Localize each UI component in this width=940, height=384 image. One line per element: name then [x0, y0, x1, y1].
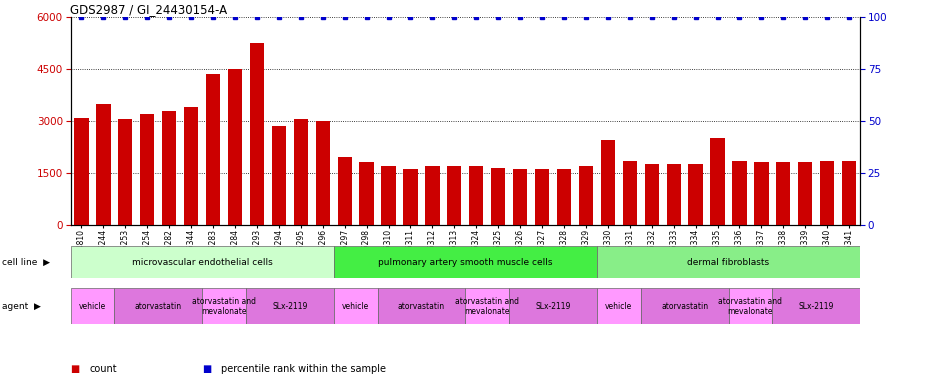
Text: atorvastatin and
mevalonate: atorvastatin and mevalonate [192, 296, 256, 316]
Bar [798, 162, 812, 225]
Bar [118, 119, 133, 225]
Text: atorvastatin and
mevalonate: atorvastatin and mevalonate [718, 296, 782, 316]
Bar [773, 288, 860, 324]
Bar [579, 166, 593, 225]
Bar [334, 288, 378, 324]
Bar [754, 162, 769, 225]
Text: agent  ▶: agent ▶ [2, 302, 40, 311]
Bar [728, 288, 773, 324]
Bar [227, 69, 243, 225]
Bar [140, 114, 154, 225]
Bar [382, 166, 396, 225]
Text: percentile rank within the sample: percentile rank within the sample [221, 364, 386, 374]
Text: vehicle: vehicle [605, 302, 633, 311]
Bar [711, 138, 725, 225]
Bar [334, 246, 597, 278]
Bar [184, 107, 198, 225]
Bar [272, 126, 286, 225]
Bar [491, 168, 506, 225]
Bar [246, 288, 334, 324]
Bar [337, 157, 352, 225]
Bar [509, 288, 597, 324]
Bar [162, 111, 177, 225]
Bar [70, 246, 334, 278]
Text: dermal fibroblasts: dermal fibroblasts [687, 258, 770, 266]
Text: GDS2987 / GI_24430154-A: GDS2987 / GI_24430154-A [70, 3, 227, 16]
Bar [447, 166, 462, 225]
Text: ■: ■ [202, 364, 212, 374]
Text: cell line  ▶: cell line ▶ [2, 258, 50, 266]
Bar [70, 288, 115, 324]
Bar [622, 161, 637, 225]
Text: atorvastatin: atorvastatin [134, 302, 181, 311]
Bar [425, 166, 440, 225]
Bar [842, 161, 856, 225]
Bar [513, 169, 527, 225]
Text: SLx-2119: SLx-2119 [536, 302, 571, 311]
Bar [820, 161, 835, 225]
Bar [597, 246, 860, 278]
Bar [776, 162, 791, 225]
Bar [641, 288, 728, 324]
Bar [645, 164, 659, 225]
Bar [732, 161, 746, 225]
Bar [115, 288, 202, 324]
Bar [666, 164, 681, 225]
Bar [293, 119, 308, 225]
Bar [316, 121, 330, 225]
Text: atorvastatin and
mevalonate: atorvastatin and mevalonate [455, 296, 519, 316]
Bar [206, 74, 220, 225]
Text: SLx-2119: SLx-2119 [273, 302, 307, 311]
Text: vehicle: vehicle [79, 302, 106, 311]
Bar [250, 43, 264, 225]
Bar [96, 104, 111, 225]
Bar [601, 140, 615, 225]
Text: vehicle: vehicle [342, 302, 369, 311]
Bar [469, 166, 483, 225]
Bar [556, 169, 572, 225]
Bar [465, 288, 509, 324]
Bar [202, 288, 246, 324]
Text: SLx-2119: SLx-2119 [799, 302, 834, 311]
Bar [378, 288, 465, 324]
Text: atorvastatin: atorvastatin [661, 302, 708, 311]
Bar [688, 164, 703, 225]
Bar [359, 162, 374, 225]
Bar [535, 169, 549, 225]
Text: pulmonary artery smooth muscle cells: pulmonary artery smooth muscle cells [378, 258, 553, 266]
Bar [403, 169, 417, 225]
Text: atorvastatin: atorvastatin [398, 302, 445, 311]
Text: count: count [89, 364, 117, 374]
Bar [74, 118, 88, 225]
Bar [597, 288, 641, 324]
Text: microvascular endothelial cells: microvascular endothelial cells [132, 258, 273, 266]
Text: ■: ■ [70, 364, 80, 374]
